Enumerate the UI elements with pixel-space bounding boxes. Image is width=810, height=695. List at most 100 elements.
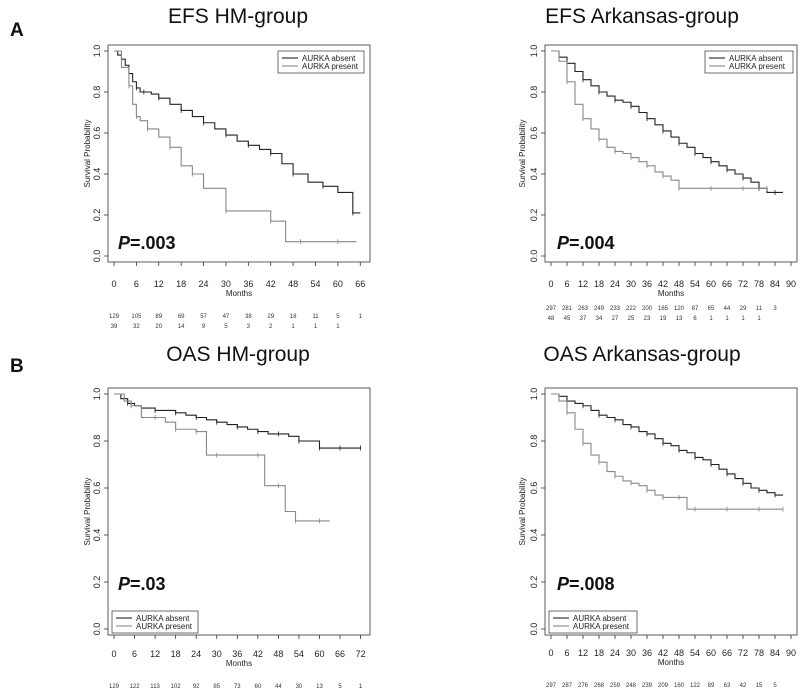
x-tick-label: 30 bbox=[221, 279, 231, 289]
legend-entry: AURKA present bbox=[302, 62, 359, 71]
legend-entry: AURKA absent bbox=[302, 54, 356, 63]
x-tick-label: 18 bbox=[171, 649, 181, 659]
x-axis-label: Months bbox=[658, 289, 684, 298]
x-tick-label: 12 bbox=[150, 649, 160, 659]
km-curve-aurka-present bbox=[551, 50, 767, 189]
x-tick-label: 84 bbox=[770, 279, 780, 289]
risk-count: 122 bbox=[130, 684, 141, 690]
risk-count: 85 bbox=[213, 684, 220, 690]
risk-count: 45 bbox=[564, 316, 571, 322]
risk-count: 11 bbox=[756, 306, 763, 312]
risk-count: 281 bbox=[562, 306, 573, 312]
x-tick-label: 66 bbox=[355, 279, 365, 289]
risk-count: 249 bbox=[594, 306, 605, 312]
x-tick-label: 54 bbox=[310, 279, 320, 289]
legend-entry: AURKA present bbox=[573, 622, 630, 631]
risk-count: 65 bbox=[708, 306, 715, 312]
x-tick-label: 54 bbox=[690, 648, 700, 658]
risk-count: 1 bbox=[291, 324, 295, 330]
risk-count: 89 bbox=[155, 314, 162, 320]
risk-count: 120 bbox=[674, 306, 685, 312]
risk-count: 6 bbox=[693, 316, 697, 322]
y-tick-label: 0.4 bbox=[92, 529, 102, 542]
x-tick-label: 78 bbox=[754, 279, 764, 289]
y-tick-label: 0.4 bbox=[92, 168, 102, 181]
risk-count: 47 bbox=[223, 314, 230, 320]
risk-count: 248 bbox=[626, 683, 637, 689]
risk-count: 297 bbox=[546, 683, 557, 689]
x-tick-label: 42 bbox=[658, 648, 668, 658]
x-tick-label: 54 bbox=[294, 649, 304, 659]
x-tick-label: 0 bbox=[111, 279, 116, 289]
x-tick-label: 42 bbox=[253, 649, 263, 659]
risk-count: 18 bbox=[290, 314, 297, 320]
risk-count: 2 bbox=[269, 324, 273, 330]
x-tick-label: 24 bbox=[610, 279, 620, 289]
risk-count: 23 bbox=[644, 316, 651, 322]
x-tick-label: 6 bbox=[132, 649, 137, 659]
y-axis-label: Survival Probability bbox=[83, 477, 92, 545]
risk-count: 11 bbox=[312, 314, 319, 320]
risk-count: 92 bbox=[193, 684, 200, 690]
x-tick-label: 66 bbox=[335, 649, 345, 659]
y-tick-label: 0.6 bbox=[92, 482, 102, 495]
p-value-label: P=.004 bbox=[557, 233, 615, 253]
risk-count: 1 bbox=[709, 316, 713, 322]
x-tick-label: 48 bbox=[674, 279, 684, 289]
risk-count: 29 bbox=[740, 306, 747, 312]
risk-count: 39 bbox=[111, 324, 118, 330]
x-tick-label: 36 bbox=[232, 649, 242, 659]
y-tick-label: 0.6 bbox=[529, 127, 539, 140]
risk-count: 1 bbox=[359, 314, 363, 320]
km-chart-1: 0.00.20.40.60.81.00 6 12 18 24 30 36 42 48 54 60 66… bbox=[518, 44, 798, 322]
km-curve-aurka-absent bbox=[114, 50, 361, 214]
panel-label-b: B bbox=[10, 356, 24, 377]
km-chart-0: 0.00.20.40.60.81.00 6 12 18 24 30 36 42 48 54 60 66… bbox=[83, 44, 371, 330]
risk-count: 14 bbox=[178, 324, 185, 330]
risk-count: 3 bbox=[247, 324, 251, 330]
x-tick-label: 30 bbox=[212, 649, 222, 659]
x-tick-label: 6 bbox=[564, 279, 569, 289]
risk-count: 5 bbox=[338, 684, 342, 690]
chart-title-efs-hm: EFS HM-group bbox=[167, 5, 309, 28]
x-tick-label: 72 bbox=[356, 649, 366, 659]
risk-count: 122 bbox=[690, 683, 701, 689]
risk-count: 102 bbox=[171, 684, 182, 690]
risk-count: 113 bbox=[150, 684, 160, 690]
x-tick-label: 42 bbox=[266, 279, 276, 289]
x-tick-label: 36 bbox=[642, 279, 652, 289]
x-axis-label: Months bbox=[658, 658, 684, 667]
y-tick-label: 0.8 bbox=[92, 86, 102, 99]
risk-count: 1 bbox=[359, 684, 363, 690]
risk-count: 42 bbox=[740, 683, 747, 689]
x-tick-label: 12 bbox=[578, 648, 588, 658]
y-tick-label: 1.0 bbox=[529, 388, 539, 401]
risk-count: 1 bbox=[336, 324, 340, 330]
y-tick-label: 0.0 bbox=[92, 250, 102, 263]
x-tick-label: 6 bbox=[564, 648, 569, 658]
y-tick-label: 0.8 bbox=[529, 435, 539, 448]
risk-count: 160 bbox=[674, 683, 685, 689]
risk-count: 297 bbox=[546, 306, 557, 312]
risk-count: 233 bbox=[610, 306, 621, 312]
y-tick-label: 0.8 bbox=[529, 86, 539, 99]
risk-count: 1 bbox=[741, 316, 745, 322]
x-tick-label: 66 bbox=[722, 648, 732, 658]
legend-entry: AURKA absent bbox=[729, 54, 783, 63]
x-tick-label: 66 bbox=[722, 279, 732, 289]
risk-count: 25 bbox=[628, 316, 635, 322]
km-chart-2: 0.0 0.2 0.4 0.6 0.8 1.0 0 6 12 18 24 30 36 42 48 54 60 66… bbox=[83, 387, 371, 690]
y-tick-label: 0.0 bbox=[529, 623, 539, 636]
x-tick-label: 24 bbox=[199, 279, 209, 289]
risk-count: 29 bbox=[267, 314, 274, 320]
p-value-label: P=.003 bbox=[118, 233, 176, 253]
plot-frame bbox=[544, 44, 798, 263]
x-tick-label: 54 bbox=[690, 279, 700, 289]
risk-count: 48 bbox=[548, 316, 555, 322]
legend-entry: AURKA present bbox=[136, 622, 193, 631]
km-curve-aurka-present bbox=[551, 393, 783, 510]
risk-count: 5 bbox=[224, 324, 228, 330]
legend-box bbox=[548, 610, 638, 634]
x-axis-label: Months bbox=[226, 289, 252, 298]
risk-count: 287 bbox=[562, 683, 573, 689]
